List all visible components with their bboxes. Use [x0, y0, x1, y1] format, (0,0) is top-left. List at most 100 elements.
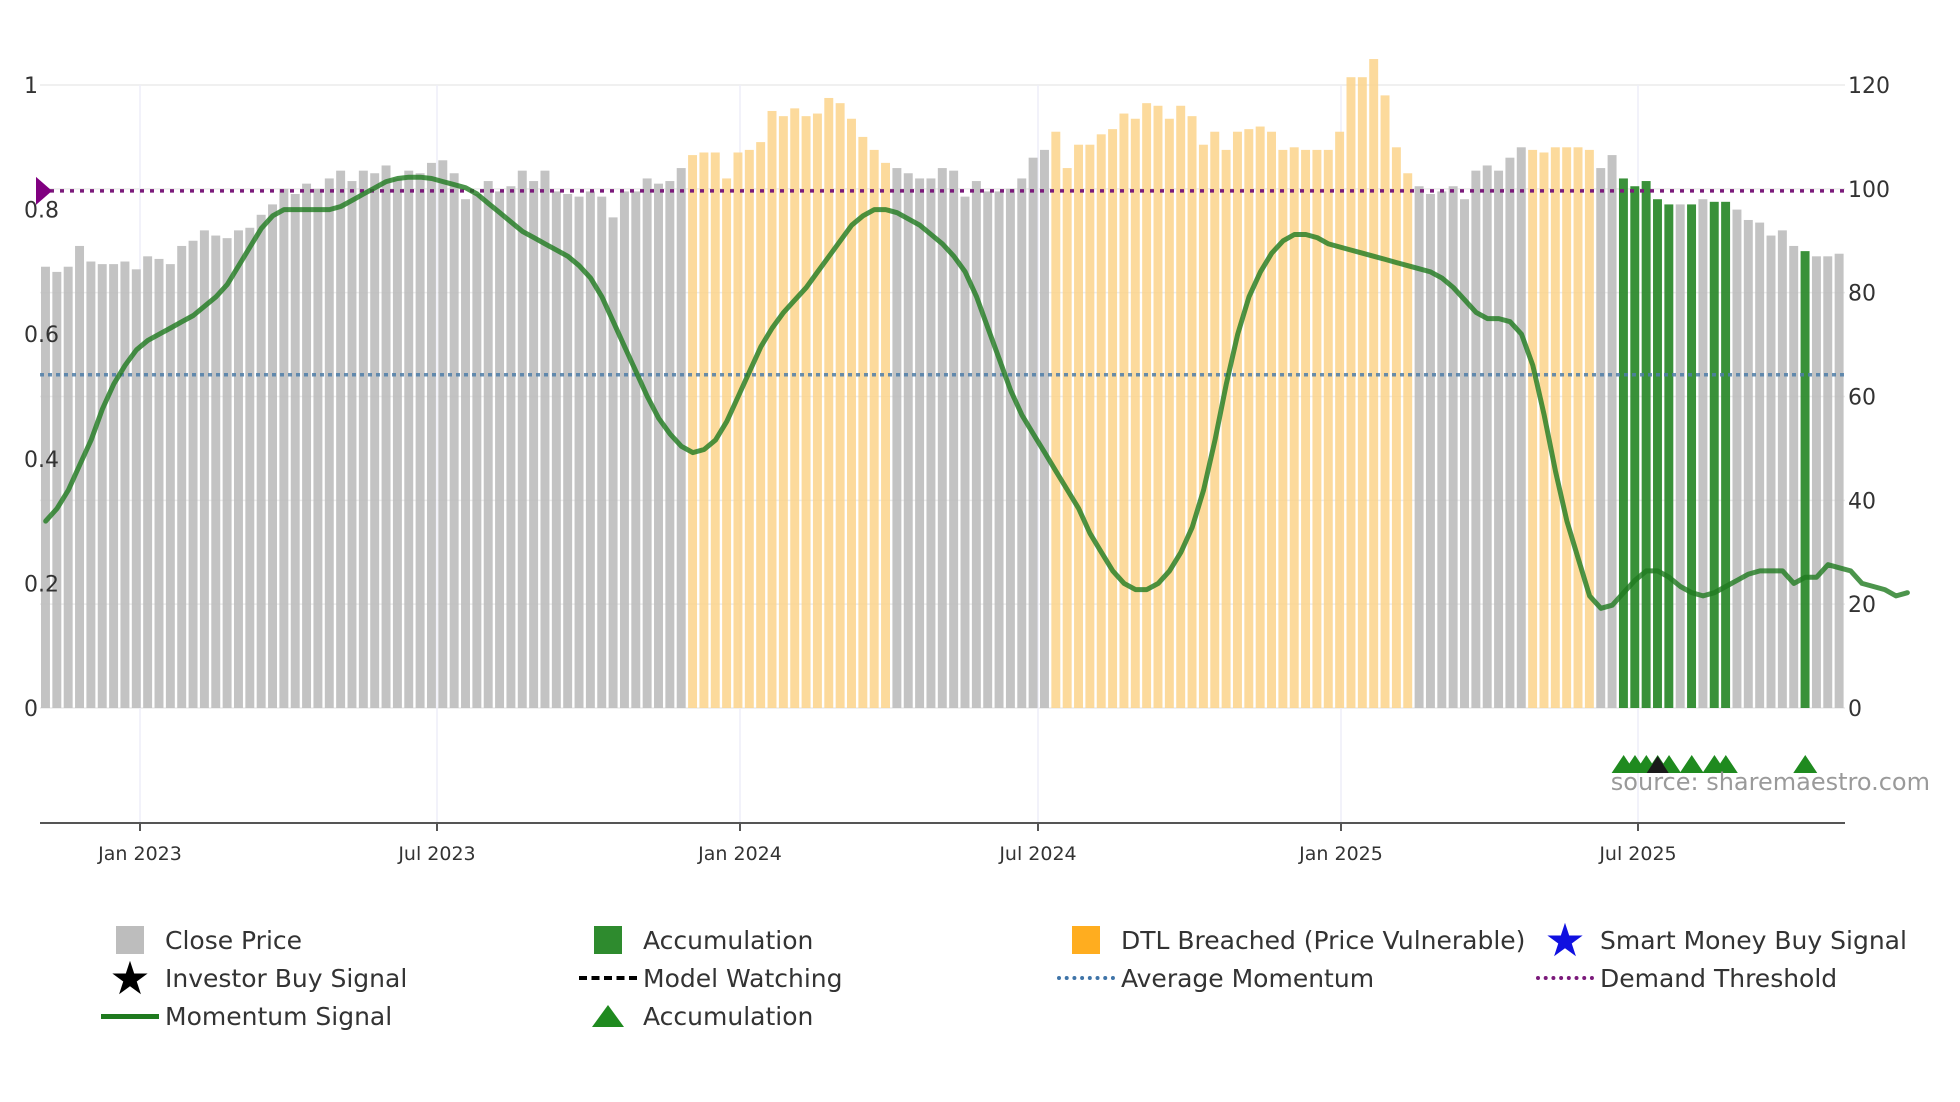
threshold-marker-icon: [36, 176, 52, 205]
price-bar-close: [256, 214, 266, 708]
right-tick-label: 80: [1848, 282, 1876, 307]
price-bar-dtl: [1210, 131, 1220, 709]
price-bar-close: [654, 183, 663, 708]
price-bar-dtl: [1096, 134, 1106, 709]
price-bar-acc: [1641, 181, 1651, 708]
x-tick-label: Jan 2023: [97, 843, 182, 865]
price-bar-dtl: [1391, 147, 1401, 709]
price-bar-dtl: [722, 178, 732, 708]
price-bar-acc: [1687, 204, 1697, 709]
price-bar-dtl: [1255, 126, 1265, 709]
price-bar-dtl: [1244, 129, 1254, 709]
price-bar-close: [75, 245, 85, 709]
price-bar-close: [370, 173, 380, 709]
price-bar-dtl: [733, 152, 743, 708]
price-bar-close: [233, 230, 243, 708]
price-bar-acc: [1709, 201, 1719, 708]
price-bar-close: [222, 238, 232, 708]
price-bar-close: [188, 240, 198, 708]
price-bar-dtl: [1187, 116, 1197, 708]
price-bar-close: [529, 181, 539, 708]
price-bar-close: [1017, 178, 1027, 708]
price-bar-close: [358, 170, 368, 709]
price-bar-acc: [1721, 201, 1731, 708]
price-bar-dtl: [1142, 103, 1152, 708]
price-bar-dtl: [1403, 173, 1413, 709]
price-bar-close: [324, 178, 334, 708]
price-bar-close: [1448, 186, 1458, 709]
price-bar-dtl: [1232, 131, 1242, 709]
price-bar-close: [937, 168, 947, 709]
price-bar-dtl: [1573, 147, 1583, 709]
price-bar-close: [41, 266, 50, 708]
price-bar-close: [1494, 170, 1504, 709]
price-bar-close: [949, 170, 959, 709]
price-bar-close: [665, 181, 675, 708]
price-bar-dtl: [858, 136, 868, 708]
price-bar-dtl: [1221, 149, 1231, 709]
price-bar-close: [154, 258, 164, 708]
right-tick-label: 100: [1848, 178, 1890, 203]
price-bar-close: [381, 165, 391, 709]
left-tick-label: 0: [24, 697, 38, 722]
price-bar-close: [120, 261, 130, 708]
x-tick-label: Jul 2024: [998, 843, 1076, 865]
price-bar-dtl: [710, 152, 720, 708]
price-bar-dtl: [1562, 147, 1572, 709]
left-tick-label: 0.6: [24, 323, 59, 348]
price-bar-close: [268, 204, 277, 709]
price-bar-dtl: [1051, 131, 1061, 709]
price-bar-close: [1437, 191, 1447, 708]
price-bar-dtl: [1539, 152, 1549, 708]
investor-buy-triangle-icon: [1646, 756, 1669, 773]
price-bar-close: [347, 181, 357, 708]
price-bar-close: [631, 191, 641, 708]
price-bar-close: [109, 264, 119, 708]
price-bar-acc: [1630, 186, 1640, 709]
accumulation-triangle-icon: [1713, 755, 1738, 773]
accumulation-triangle-icon: [1793, 755, 1818, 773]
price-bar-close: [472, 194, 482, 708]
price-bar-close: [1755, 222, 1765, 708]
price-bar-close: [97, 264, 107, 708]
price-bar-dtl: [1323, 149, 1333, 709]
price-bar-close: [540, 170, 550, 709]
price-bar-close: [1743, 219, 1753, 708]
price-bar-close: [336, 170, 346, 709]
price-bar-dtl: [1346, 77, 1356, 708]
right-axis: 0 20 40 60 80 100 120: [1848, 74, 1890, 722]
price-bar-close: [915, 178, 925, 708]
price-bar-close: [211, 235, 221, 708]
price-bar-close: [1675, 204, 1685, 709]
x-tick-label: Jul 2023: [397, 843, 475, 865]
price-bar-acc: [1664, 204, 1674, 709]
price-bar-dtl: [778, 116, 788, 708]
price-bar-dtl: [881, 162, 891, 708]
price-bar-close: [143, 256, 153, 708]
price-bar-dtl: [1584, 149, 1594, 709]
price-bar-dtl: [699, 152, 709, 708]
price-bar-close: [1596, 168, 1606, 709]
price-bar-close: [1005, 188, 1015, 709]
price-bar-close: [449, 173, 459, 709]
price-bar-close: [1516, 147, 1526, 709]
price-bar-close: [1834, 253, 1844, 708]
price-bar-dtl: [688, 155, 698, 708]
source-note: source: sharemaestro.com: [1610, 768, 1930, 796]
price-bar-dtl: [767, 110, 777, 709]
left-tick-label: 0.8: [24, 199, 59, 224]
price-bar-close: [1789, 245, 1799, 709]
price-bar-close: [1425, 194, 1435, 708]
price-bar-close: [1471, 170, 1481, 709]
price-bar-dtl: [1062, 168, 1072, 709]
price-bar-close: [506, 186, 516, 709]
price-bar-dtl: [1380, 95, 1390, 709]
price-bar-dtl: [790, 108, 800, 709]
price-bar-close: [551, 191, 561, 708]
x-tick-label: Jan 2024: [697, 843, 782, 865]
price-bar-dtl: [744, 149, 754, 709]
price-bar-acc: [1618, 178, 1628, 708]
price-bar-close: [290, 194, 300, 708]
price-bar-close: [676, 168, 686, 709]
